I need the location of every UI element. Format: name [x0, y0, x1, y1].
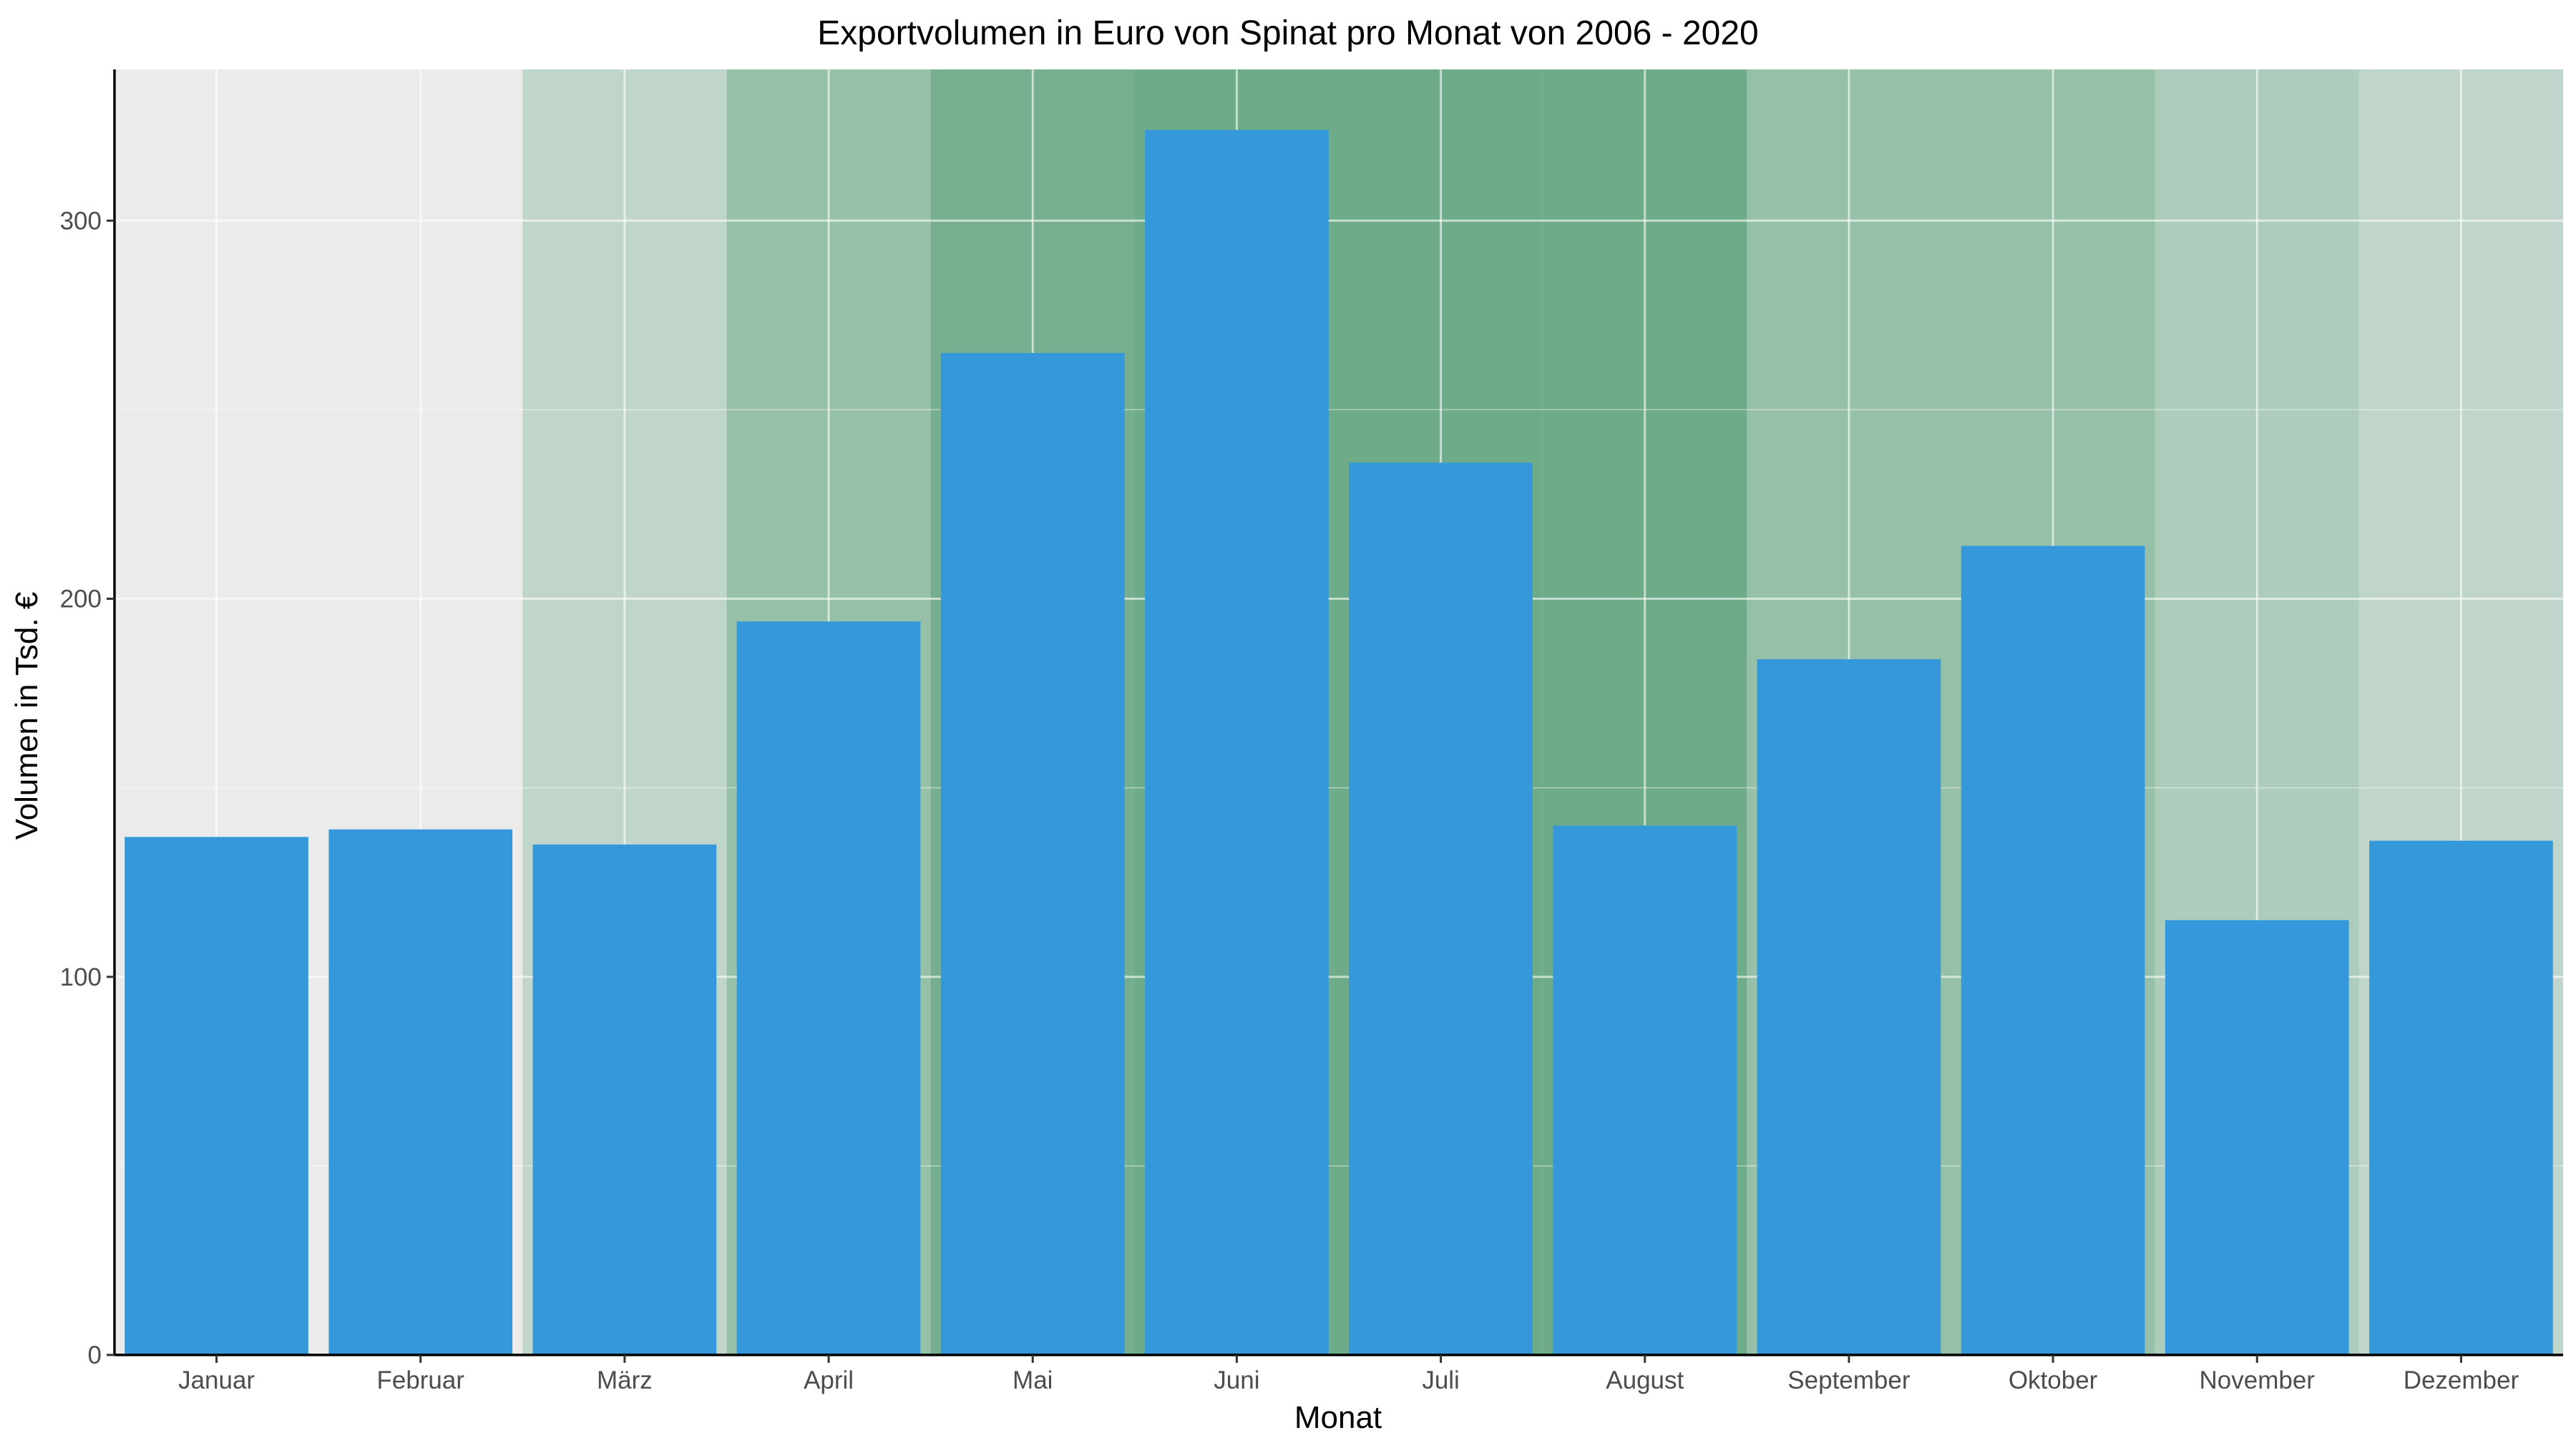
bar-11 [2369, 840, 2553, 1355]
y-tick-label: 300 [60, 207, 102, 235]
bar-10 [2165, 920, 2349, 1355]
x-tick-label: Juni [1214, 1366, 1259, 1394]
x-tick-label: September [1787, 1366, 1911, 1394]
x-tick-label: Januar [178, 1366, 255, 1394]
bar-2 [532, 844, 717, 1355]
y-tick-label: 200 [60, 585, 102, 613]
bar-3 [736, 621, 921, 1355]
x-axis-title: Monat [1294, 1400, 1382, 1435]
x-tick-label: August [1606, 1366, 1684, 1394]
x-tick-label: Dezember [2404, 1366, 2519, 1394]
x-tick-label: Oktober [2009, 1366, 2098, 1394]
plot-area: 0 100 200 300 Januar Februar März April Mai Juni J… [60, 69, 2563, 1394]
bar-1 [328, 829, 513, 1355]
y-tick-label: 100 [60, 963, 102, 991]
x-tick-label: Mai [1013, 1366, 1053, 1394]
bar-9 [1961, 545, 2145, 1356]
bar-7 [1553, 825, 1737, 1355]
bar-5 [1145, 130, 1329, 1355]
y-tick-label: 0 [88, 1341, 102, 1369]
x-tick-label: Juli [1422, 1366, 1460, 1394]
x-tick-label: November [2200, 1366, 2316, 1394]
bar-4 [940, 353, 1125, 1355]
x-tick-label: April [804, 1366, 854, 1394]
y-axis-title: Volumen in Tsd. € [9, 592, 44, 840]
x-tick-label: März [597, 1366, 653, 1394]
bar-6 [1349, 462, 1533, 1355]
chart-title: Exportvolumen in Euro von Spinat pro Mon… [817, 14, 1758, 52]
bar-8 [1757, 659, 1941, 1355]
x-tick-label: Februar [376, 1366, 464, 1394]
bar-0 [125, 837, 308, 1355]
